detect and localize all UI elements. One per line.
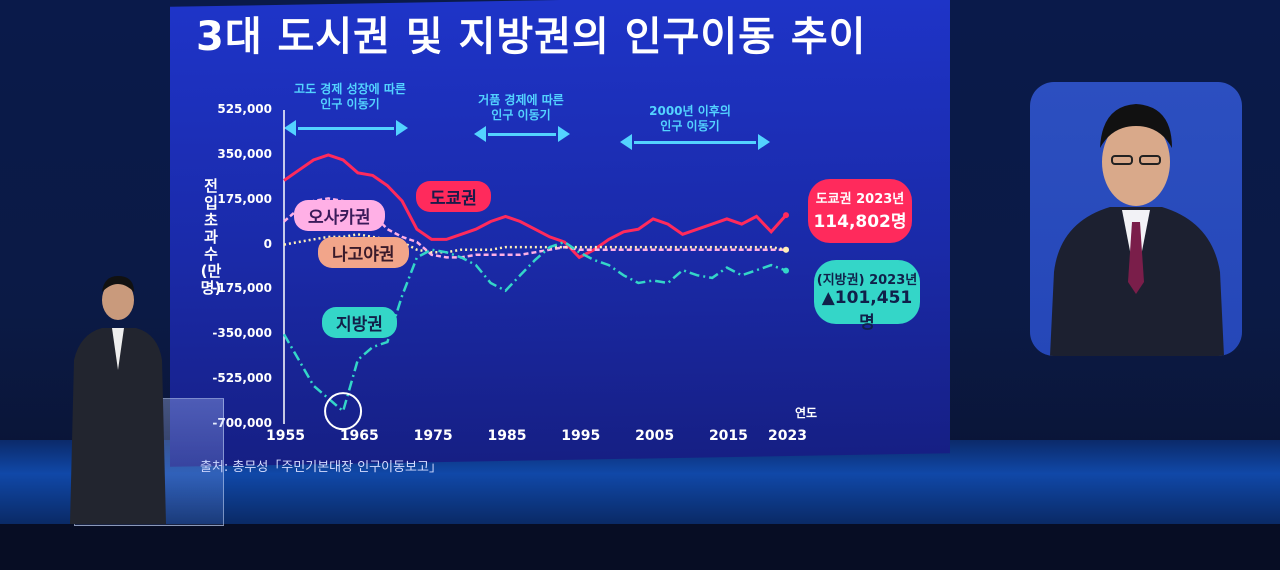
era-arrow-bubble [474,126,570,142]
speaker-video [1050,104,1224,356]
series-tag-nagoya: 나고야권 [318,237,409,268]
series-tag-tokyo: 도쿄권 [416,181,491,212]
era-label-2000s: 2000년 이후의 인구 이동기 [630,104,750,134]
callout-regional-2023: (지방권) 2023년 ▲101,451명 [814,260,920,333]
era-arrow-2000s [620,134,770,150]
series-end-point-nagoya [783,246,789,253]
era-label-high-growth: 고도 경제 성장에 따른 인구 이동기 [280,82,420,112]
callout-line: 도쿄권 2023년 [815,192,905,207]
y-tick-label: -525,000 [212,371,272,386]
callout-value: ▲101,451명 [821,288,913,333]
series-end-point-regional [783,267,789,274]
callout-line: (지방권) 2023년 [816,273,918,288]
callout-tokyo-2023: 도쿄권 2023년 114,802명 [808,179,912,243]
era-line: 거품 경제에 따른 [478,93,564,107]
chart-title: 3대 도시권 및 지방권의 인구이동 추이 [196,14,867,60]
camera-feed-panel [1030,82,1242,356]
y-tick-label: 175,000 [217,191,272,206]
y-tick-label: -175,000 [212,281,272,296]
era-line: 인구 이동기 [660,119,720,133]
series-line-nagoya [283,233,787,254]
y-tick-label: -700,000 [212,416,272,430]
x-tick-label: 1965 [339,428,379,444]
era-line: 고도 경제 성장에 따른 [294,82,406,96]
era-line: 2000년 이후의 [649,104,731,118]
series-tag-regional: 지방권 [322,307,397,338]
y-axis-label: 전입초과수(만 명) [200,177,222,297]
source-note: 출처: 총무성「주민기본대장 인구이동보고」 [200,460,442,475]
era-arrow-high-growth [284,120,408,136]
x-tick-label: 2005 [635,428,675,444]
x-tick-label: 1995 [561,428,601,444]
era-line: 인구 이동기 [491,108,551,122]
series-line-tokyo [283,153,788,260]
series-tag-osaka: 오사카권 [294,200,385,231]
x-tick-label: 1955 [266,428,305,444]
y-tick-label: 0 [263,236,272,251]
series-line-regional [282,240,787,414]
x-tick-label: 1985 [487,428,527,444]
era-label-bubble: 거품 경제에 따른 인구 이동기 [466,93,576,123]
y-tick-label: 525,000 [217,102,272,116]
y-tick-label: -350,000 [212,326,272,341]
x-axis-unit: 연도 [795,406,818,420]
era-line: 인구 이동기 [320,97,380,111]
speaker-on-stage [70,276,166,524]
callout-value: 114,802명 [813,212,907,232]
series-end-point-tokyo [783,212,789,219]
x-tick-label: 1975 [413,428,453,444]
x-tick-label: 2015 [708,428,748,444]
highlight-circle [324,392,363,431]
x-tick-label: 2023 [768,428,807,444]
y-tick-label: 350,000 [217,146,272,161]
